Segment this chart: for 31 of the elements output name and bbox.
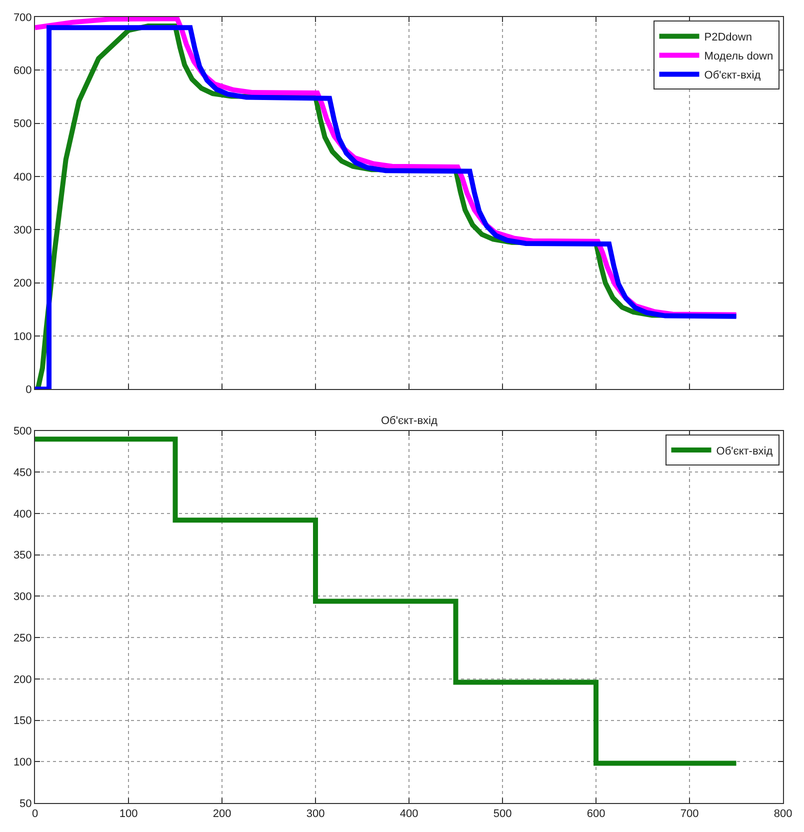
x-tick-label: 500 [493, 808, 512, 820]
y-tick-label: 150 [13, 715, 32, 728]
y-tick-label: 250 [13, 632, 32, 644]
x-tick-label: 800 [774, 808, 792, 820]
legend-label: Об'єкт-вхід [716, 445, 774, 458]
y-tick-label: 400 [13, 508, 32, 520]
y-tick-label: 100 [13, 330, 32, 343]
y-tick-label: 200 [13, 674, 32, 686]
y-tick-label: 300 [13, 591, 32, 604]
x-tick-label: 300 [306, 808, 325, 820]
legend-label: Модель down [704, 50, 774, 63]
y-tick-label: 50 [20, 798, 32, 810]
y-tick-label: 350 [13, 550, 32, 562]
y-tick-label: 200 [13, 278, 32, 290]
chart-title: Об'єкт-вхід [381, 415, 438, 427]
y-tick-label: 600 [13, 65, 32, 78]
legend-label: P2Ddown [704, 32, 752, 44]
y-tick-label: 100 [13, 756, 32, 768]
y-tick-label: 500 [13, 426, 32, 438]
legend-label: Об'єкт-вхід [704, 70, 762, 82]
y-tick-label: 0 [26, 384, 32, 396]
x-tick-label: 600 [586, 808, 606, 820]
x-tick-label: 200 [212, 808, 232, 820]
y-tick-label: 700 [13, 12, 32, 24]
y-tick-label: 400 [13, 171, 32, 184]
x-tick-label: 700 [680, 808, 699, 820]
y-tick-label: 500 [13, 118, 32, 130]
x-tick-label: 400 [400, 808, 418, 820]
y-tick-label: 300 [13, 224, 32, 237]
y-tick-label: 450 [13, 467, 32, 480]
x-tick-label: 100 [119, 808, 138, 820]
